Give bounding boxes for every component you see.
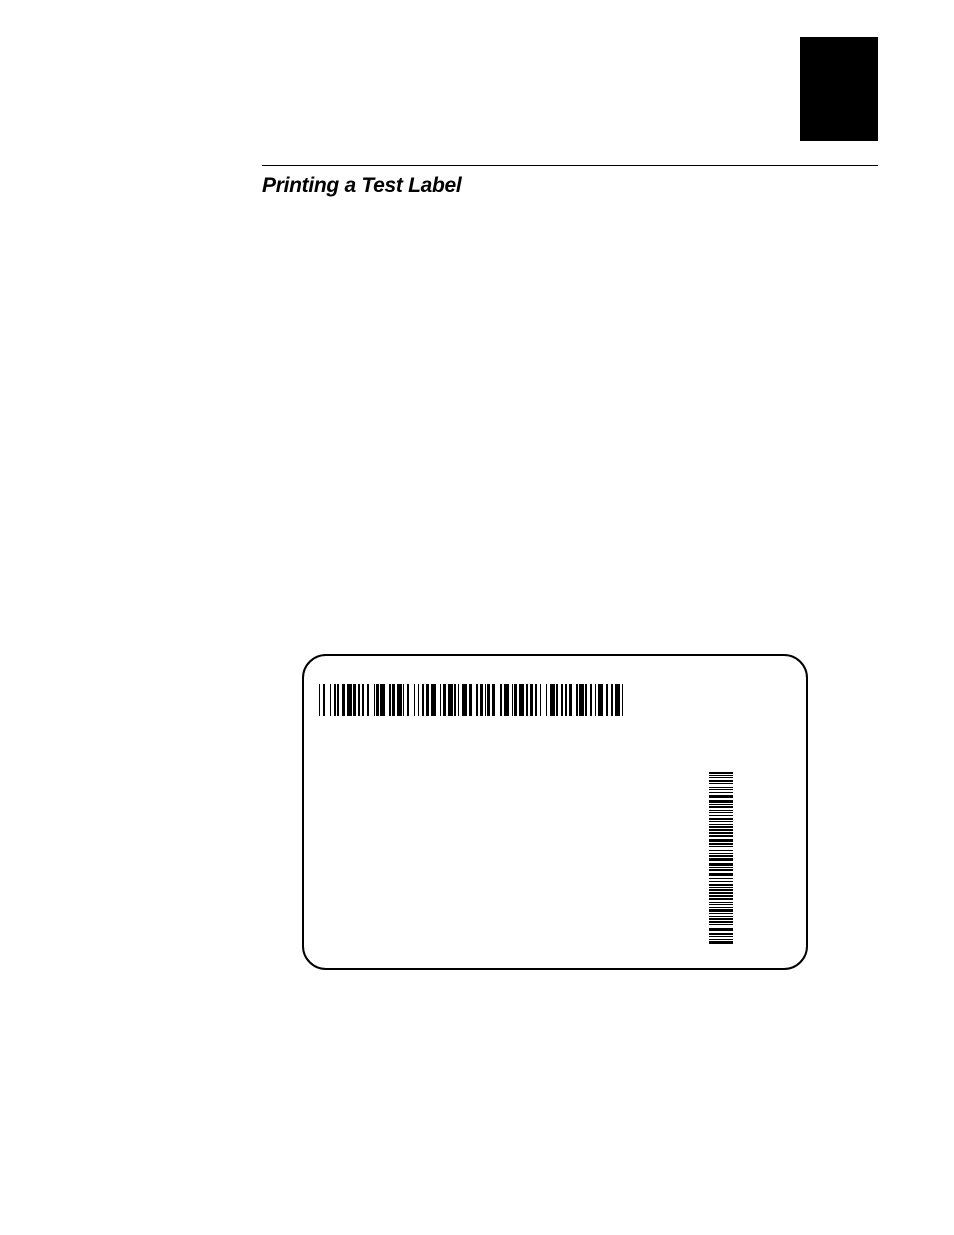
barcode-vertical bbox=[709, 772, 733, 946]
test-label-card bbox=[302, 654, 808, 970]
section-title: Printing a Test Label bbox=[262, 174, 461, 198]
page-tab-marker bbox=[800, 37, 878, 141]
barcode-horizontal bbox=[319, 684, 624, 716]
section-rule bbox=[262, 165, 878, 166]
